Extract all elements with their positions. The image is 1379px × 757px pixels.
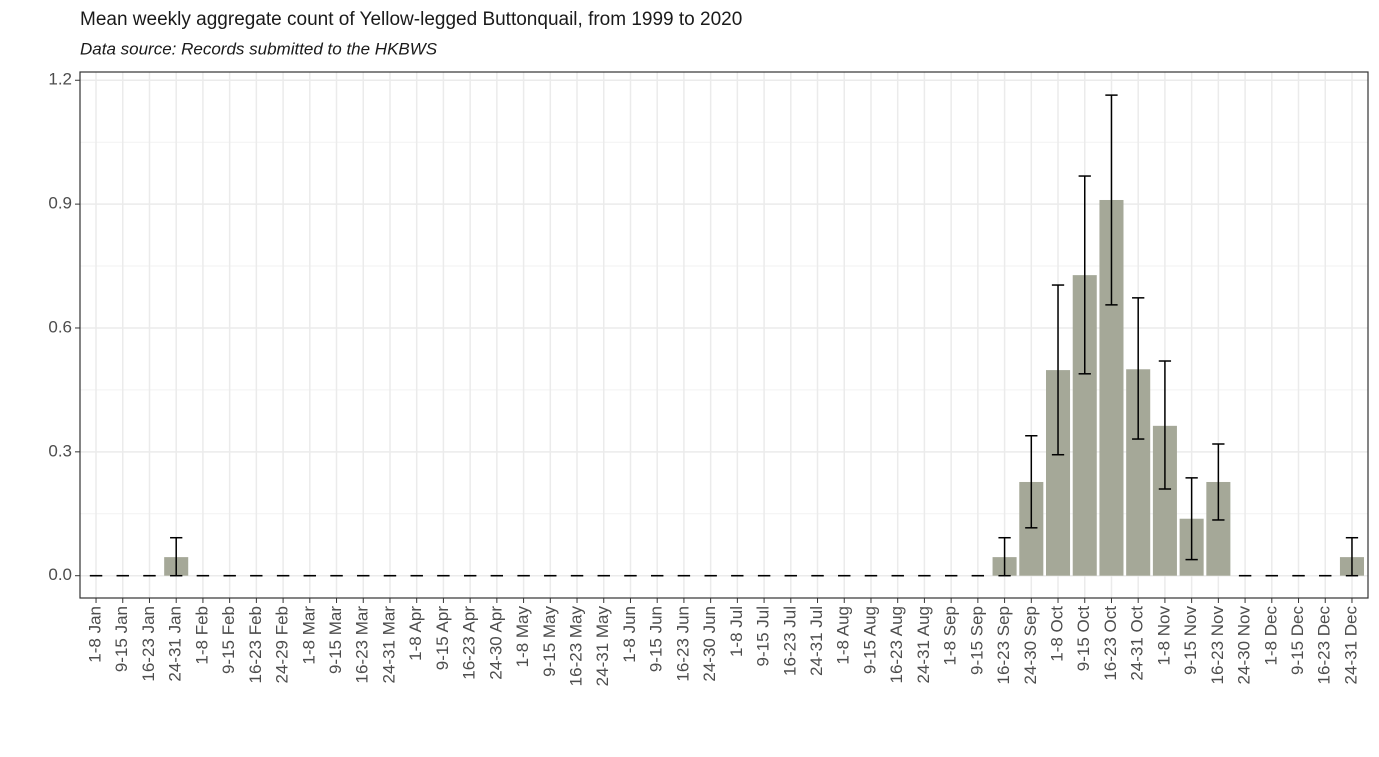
- error-bar: [1051, 284, 1065, 456]
- x-tick-label: 9-15 Sep: [967, 606, 986, 675]
- x-tick-label: 24-31 Mar: [379, 606, 398, 684]
- x-tick-label: 24-31 Jan: [166, 606, 185, 682]
- x-tick-label: 16-23 Apr: [460, 606, 479, 680]
- x-tick-label: 1-8 Sep: [941, 606, 960, 666]
- y-tick-label: 0.0: [48, 565, 72, 584]
- x-tick-label: 24-31 Jul: [807, 606, 826, 676]
- error-bar: [1158, 360, 1172, 490]
- x-tick-label: 1-8 Apr: [406, 606, 425, 661]
- plot-border: [79, 71, 1369, 599]
- x-tick-label: 16-23 Jan: [139, 606, 158, 682]
- error-bar: [998, 536, 1011, 577]
- x-tick-label: 24-29 Feb: [273, 606, 292, 684]
- x-tick-label: 9-15 Dec: [1288, 606, 1307, 675]
- x-tick-label: 24-30 Apr: [486, 606, 505, 680]
- y-tick-label: 1.2: [48, 70, 72, 89]
- y-tick-label: 0.3: [48, 441, 72, 460]
- x-tick-label: 16-23 Mar: [353, 606, 372, 684]
- error-bar: [1212, 443, 1225, 521]
- x-tick-label: 9-15 Apr: [433, 606, 452, 671]
- x-tick-label: 24-31 Aug: [914, 606, 933, 684]
- error-bar: [1185, 477, 1198, 561]
- x-tick-label: 1-8 Jun: [620, 606, 639, 663]
- x-tick-label: 24-30 Nov: [1235, 606, 1254, 685]
- x-tick-label: 1-8 Dec: [1261, 606, 1280, 666]
- x-tick-label: 9-15 Jun: [647, 606, 666, 672]
- chart-title: Mean weekly aggregate count of Yellow-le…: [80, 9, 742, 30]
- x-tick-label: 16-23 Oct: [1101, 606, 1120, 681]
- x-tick-label: 9-15 Jan: [112, 606, 131, 672]
- error-bar: [1132, 297, 1145, 440]
- x-tick-label: 24-31 May: [593, 606, 612, 687]
- x-tick-label: 1-8 Jan: [86, 606, 105, 663]
- x-tick-label: 9-15 Nov: [1181, 606, 1200, 675]
- x-tick-label: 1-8 Oct: [1048, 606, 1067, 662]
- y-tick-label: 0.6: [48, 317, 72, 336]
- x-tick-label: 16-23 Jun: [673, 606, 692, 682]
- error-bar: [1345, 536, 1359, 577]
- error-bar: [170, 536, 183, 577]
- x-tick-label: 16-23 Dec: [1315, 606, 1334, 685]
- x-tick-label: 16-23 Sep: [994, 606, 1013, 684]
- x-tick-label: 16-23 Aug: [887, 606, 906, 684]
- x-tick-label: 9-15 Aug: [860, 606, 879, 674]
- error-bar: [1025, 434, 1038, 529]
- x-tick-label: 9-15 Jul: [754, 606, 773, 666]
- x-tick-label: 16-23 May: [567, 606, 586, 687]
- x-tick-label: 1-8 Feb: [192, 606, 211, 665]
- x-tick-label: 9-15 Oct: [1074, 606, 1093, 671]
- x-tick-label: 9-15 Mar: [326, 606, 345, 674]
- x-tick-label: 16-23 Feb: [246, 606, 265, 684]
- x-tick-label: 1-8 May: [513, 606, 532, 668]
- x-tick-label: 1-8 Jul: [727, 606, 746, 657]
- x-tick-label: 24-30 Sep: [1021, 606, 1040, 684]
- x-tick-label: 9-15 Feb: [219, 606, 238, 674]
- x-tick-label: 16-23 Nov: [1208, 606, 1227, 685]
- x-tick-label: 9-15 May: [540, 606, 559, 677]
- x-tick-label: 1-8 Mar: [299, 606, 318, 665]
- x-tick-label: 24-30 Jun: [700, 606, 719, 682]
- x-tick-label: 24-31 Oct: [1128, 606, 1147, 681]
- y-tick-label: 0.9: [48, 194, 72, 213]
- x-tick-label: 16-23 Jul: [780, 606, 799, 676]
- x-tick-label: 1-8 Nov: [1154, 606, 1173, 666]
- error-bar: [1105, 94, 1118, 306]
- chart-subtitle: Data source: Records submitted to the HK…: [80, 39, 438, 58]
- x-tick-label: 1-8 Aug: [834, 606, 853, 665]
- x-tick-label: 24-31 Dec: [1341, 606, 1360, 685]
- error-bar: [1078, 175, 1091, 375]
